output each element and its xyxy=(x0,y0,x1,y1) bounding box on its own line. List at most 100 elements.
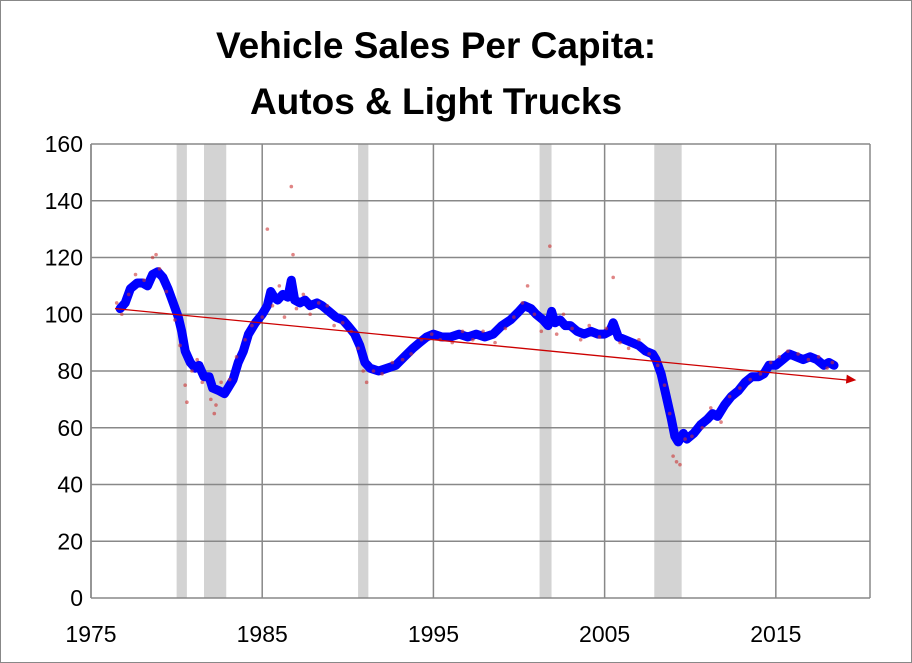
monthly-point xyxy=(325,303,330,308)
monthly-point xyxy=(126,292,131,297)
monthly-point xyxy=(647,352,651,356)
monthly-point xyxy=(390,360,395,365)
x-tick-label: 2005 xyxy=(579,621,630,647)
monthly-point xyxy=(234,355,239,359)
monthly-point xyxy=(719,420,723,424)
monthly-point xyxy=(294,306,299,311)
monthly-point xyxy=(332,323,336,328)
y-tick-label: 140 xyxy=(45,188,83,214)
monthly-point xyxy=(548,244,552,248)
monthly-point xyxy=(190,369,194,373)
monthly-point xyxy=(671,454,675,458)
monthly-point xyxy=(265,227,270,231)
monthly-point xyxy=(361,369,366,373)
monthly-point xyxy=(578,337,583,342)
y-tick-label: 40 xyxy=(57,472,83,498)
monthly-point xyxy=(748,377,752,382)
monthly-point xyxy=(830,360,835,365)
monthly-point xyxy=(380,372,384,376)
monthly-point xyxy=(212,411,217,416)
monthly-point xyxy=(356,346,360,351)
y-tick-label: 100 xyxy=(45,301,83,327)
y-tick-label: 0 xyxy=(70,585,83,611)
monthly-point xyxy=(227,377,232,382)
smoothed-line xyxy=(115,267,839,447)
monthly-point xyxy=(597,335,602,339)
monthly-point xyxy=(150,255,155,260)
monthly-point xyxy=(142,278,146,283)
monthly-point xyxy=(604,326,609,331)
monthly-point xyxy=(512,315,516,319)
monthly-point xyxy=(570,326,574,331)
monthly-point xyxy=(209,397,213,402)
monthly-point xyxy=(133,272,138,277)
x-axis-ticks: 1975 1985 1995 2005 2015 xyxy=(65,621,801,647)
monthly-point xyxy=(200,380,205,385)
y-tick-label: 20 xyxy=(57,528,83,554)
monthly-point xyxy=(409,352,413,356)
monthly-point xyxy=(626,346,631,351)
monthly-point xyxy=(400,357,405,362)
smoothed-series xyxy=(115,267,839,447)
monthly-point xyxy=(554,332,559,336)
monthly-point xyxy=(611,275,615,280)
monthly-point xyxy=(481,329,485,334)
monthly-point xyxy=(758,372,763,376)
y-tick-label: 80 xyxy=(57,358,83,384)
monthly-point xyxy=(195,357,199,362)
y-axis-ticks: 0 20 40 60 80 100 120 140 160 xyxy=(45,131,83,611)
monthly-point xyxy=(532,312,537,317)
monthly-point xyxy=(308,312,312,317)
monthly-point xyxy=(250,323,254,328)
monthly-point xyxy=(316,301,321,305)
x-tick-label: 1975 xyxy=(65,621,116,647)
chart-title-line-2: Autos & Light Trucks xyxy=(250,81,622,122)
monthly-point xyxy=(340,320,345,325)
y-tick-label: 60 xyxy=(57,415,83,441)
monthly-point xyxy=(667,411,672,416)
monthly-point xyxy=(460,329,465,334)
y-tick-label: 160 xyxy=(45,131,83,157)
trend-arrowhead-icon xyxy=(845,374,857,384)
monthly-point xyxy=(816,355,821,359)
monthly-point xyxy=(738,386,742,390)
monthly-point xyxy=(173,318,177,322)
monthly-point xyxy=(561,312,566,317)
monthly-point xyxy=(520,301,525,305)
monthly-point xyxy=(282,315,287,319)
chart-title-line-1: Vehicle Sales Per Capita: xyxy=(216,25,656,66)
monthly-point xyxy=(470,337,475,342)
monthly-point xyxy=(618,340,622,345)
monthly-point xyxy=(683,437,687,441)
monthly-point xyxy=(214,403,218,407)
monthly-point xyxy=(429,332,434,336)
monthly-point xyxy=(768,360,773,365)
monthly-point xyxy=(637,337,641,342)
monthly-point xyxy=(114,301,119,305)
monthly-point xyxy=(690,434,694,439)
trend-line-segment xyxy=(114,307,851,382)
monthly-point xyxy=(493,340,497,345)
monthly-point xyxy=(154,252,158,257)
monthly-point xyxy=(525,284,530,288)
monthly-point xyxy=(260,315,265,319)
monthly-point xyxy=(796,352,800,356)
monthly-point xyxy=(674,460,679,464)
x-tick-label: 2015 xyxy=(750,621,801,647)
monthly-point xyxy=(777,355,782,359)
gridlines xyxy=(90,143,871,599)
monthly-point xyxy=(678,462,682,467)
y-tick-label: 120 xyxy=(45,245,83,271)
monthly-point xyxy=(178,343,182,348)
monthly-point xyxy=(185,400,189,405)
x-tick-label: 1985 xyxy=(237,621,288,647)
monthly-point xyxy=(655,363,660,368)
monthly-point xyxy=(157,267,162,271)
monthly-point xyxy=(806,357,811,362)
monthly-point xyxy=(708,406,713,410)
monthly-point xyxy=(243,337,247,342)
monthly-point xyxy=(503,326,508,331)
monthly-point xyxy=(289,184,294,189)
